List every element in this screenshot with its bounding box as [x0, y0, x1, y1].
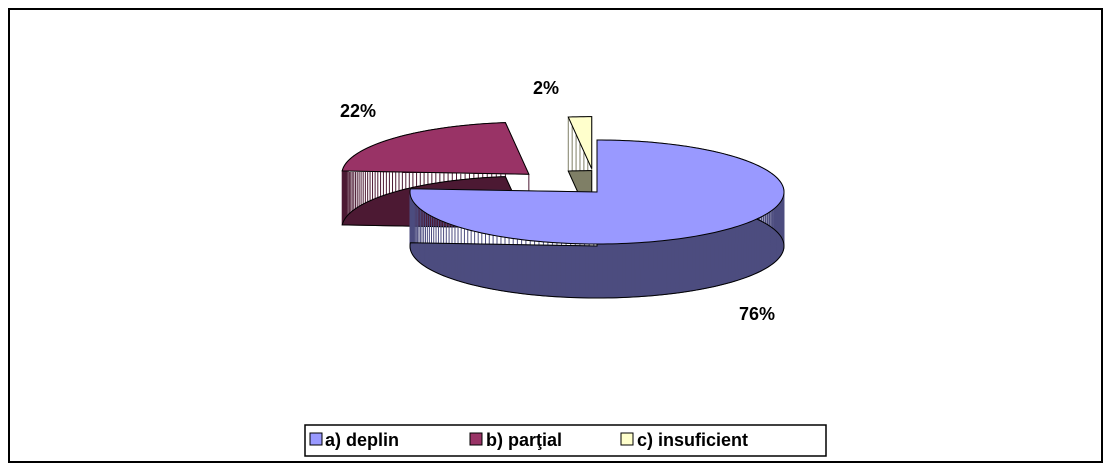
- legend-box: [304, 424, 827, 457]
- legend-swatch: [309, 432, 323, 446]
- legend-label: a) deplin: [325, 430, 399, 450]
- legend-label: b) parţial: [486, 430, 562, 450]
- legend-label: c) insuficient: [637, 430, 748, 450]
- legend-swatch: [620, 432, 634, 446]
- slice-bottom-outline: [341, 176, 530, 229]
- slice-top: [341, 122, 530, 175]
- slice-top: [409, 139, 785, 245]
- data-label: 2%: [533, 78, 559, 98]
- data-label: 76%: [739, 304, 775, 324]
- legend-swatch: [469, 432, 483, 446]
- slice-bottom-outline: [567, 170, 593, 223]
- slice-top: [567, 116, 593, 169]
- data-label: 22%: [340, 101, 376, 121]
